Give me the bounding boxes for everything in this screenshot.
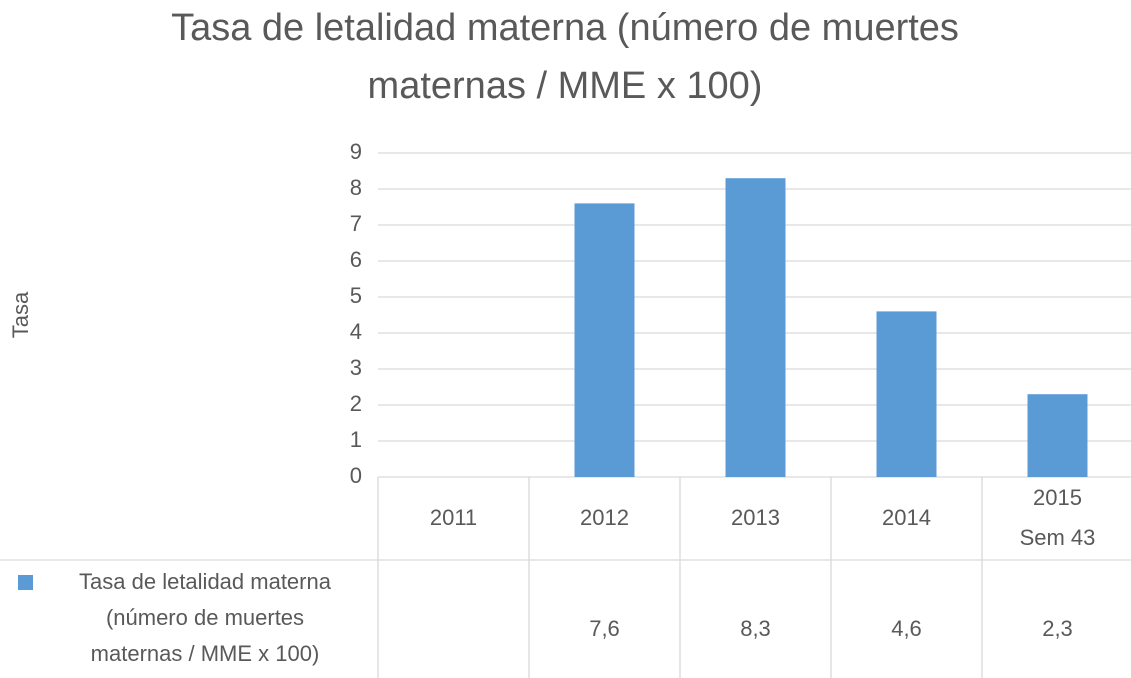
- y-tick-label: 8: [350, 175, 362, 200]
- chart-title: Tasa de letalidad materna (número de mue…: [171, 7, 959, 107]
- y-tick-label: 0: [350, 463, 362, 488]
- bar: [876, 311, 937, 477]
- legend-swatch: [18, 575, 33, 590]
- x-tick-label: 2014: [882, 505, 931, 530]
- y-tick-label: 5: [350, 283, 362, 308]
- y-tick-label: 4: [350, 319, 362, 344]
- data-label: 2,3: [1042, 616, 1073, 641]
- y-tick-label: 2: [350, 391, 362, 416]
- bar: [574, 203, 635, 477]
- x-tick-label: 2013: [731, 505, 780, 530]
- x-tick-label: 2015 Sem 43: [1020, 485, 1096, 550]
- bar: [725, 178, 786, 477]
- legend-label: Tasa de letalidad materna (número de muer…: [79, 569, 332, 666]
- y-axis-label: Tasa: [8, 291, 33, 338]
- data-label: 7,6: [589, 616, 620, 641]
- y-tick-label: 7: [350, 211, 362, 236]
- bar: [1027, 394, 1088, 477]
- y-tick-label: 6: [350, 247, 362, 272]
- y-tick-label: 3: [350, 355, 362, 380]
- y-tick-label: 1: [350, 427, 362, 452]
- x-tick-label: 2011: [430, 505, 477, 530]
- data-label: 4,6: [891, 616, 922, 641]
- x-tick-label: 2012: [580, 505, 629, 530]
- y-tick-label: 9: [350, 139, 362, 164]
- data-label: 8,3: [740, 616, 771, 641]
